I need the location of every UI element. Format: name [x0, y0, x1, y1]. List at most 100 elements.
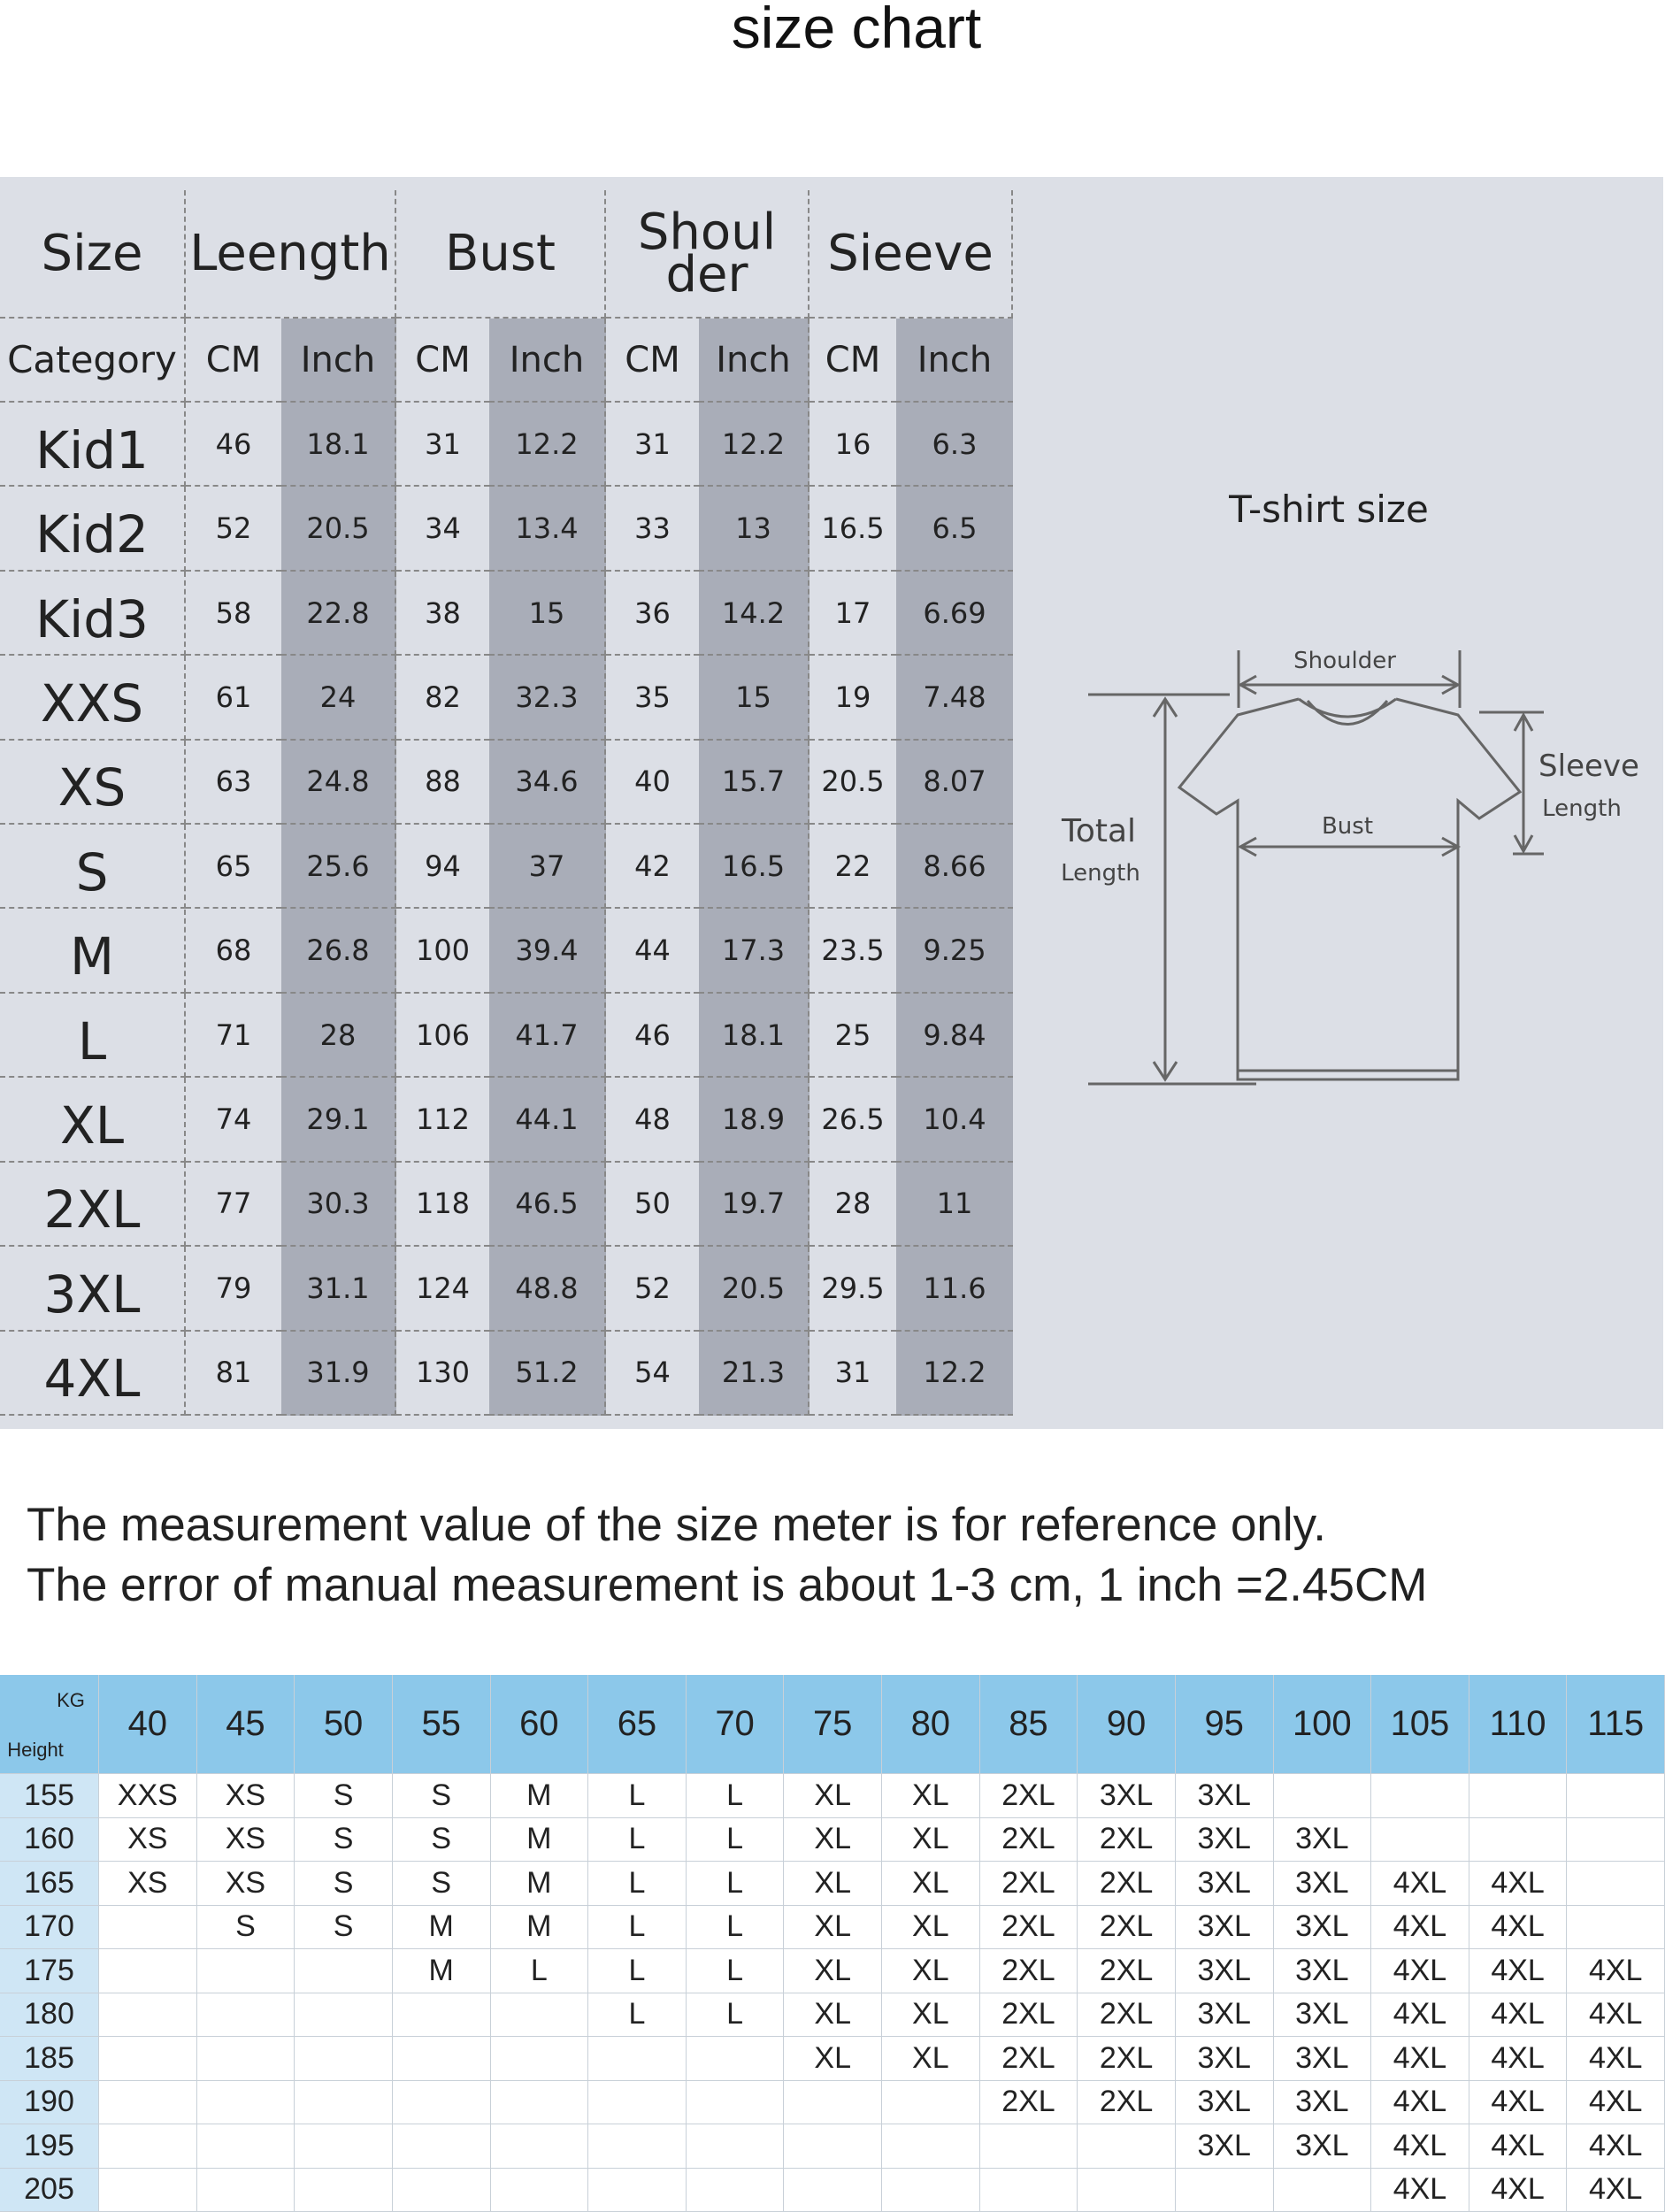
- size-cell: [490, 2080, 589, 2124]
- measure-cell: 74: [186, 1078, 281, 1163]
- size-cell: S: [295, 1862, 393, 1906]
- size-cell: 3XL: [1273, 1949, 1372, 1993]
- size-cell: [882, 2124, 980, 2169]
- height-cell: 195: [0, 2124, 99, 2169]
- size-cell: 2XL: [1078, 2080, 1176, 2124]
- measure-cell: 50: [606, 1163, 699, 1248]
- size-cell: 2XL: [1078, 1862, 1176, 1906]
- measure-cell: 34: [396, 487, 489, 572]
- column-header: Sieeve: [809, 190, 1013, 319]
- measure-cell: 106: [396, 994, 489, 1079]
- measure-cell: 19: [809, 656, 896, 741]
- size-cell: XL: [784, 1774, 882, 1818]
- measure-cell: 25: [809, 994, 896, 1079]
- size-cell: [882, 2080, 980, 2124]
- notes: The measurement value of the size meter …: [27, 1495, 1427, 1616]
- size-cell: [686, 2168, 785, 2212]
- measure-cell: 20.5: [281, 487, 396, 572]
- size-cell: XL: [882, 1862, 980, 1906]
- weight-header: 110: [1469, 1675, 1568, 1774]
- measure-cell: 81: [186, 1332, 281, 1416]
- size-cell: 3XL: [1175, 2080, 1274, 2124]
- measure-cell: 40: [606, 741, 699, 826]
- size-cell: [196, 2037, 295, 2081]
- weight-header: 60: [490, 1675, 589, 1774]
- sub-header: CM: [606, 319, 699, 403]
- size-cell: L: [686, 1993, 785, 2037]
- size-cell: [1469, 1774, 1568, 1818]
- size-cell: 4XL: [1567, 2168, 1665, 2212]
- measure-cell: 82: [396, 656, 489, 741]
- size-cell: [686, 2037, 785, 2081]
- size-cell: 4XL: [1371, 1949, 1469, 1993]
- measure-cell: 130: [396, 1332, 489, 1416]
- measure-cell: 29.5: [809, 1247, 896, 1332]
- size-label: S: [0, 825, 186, 910]
- size-cell: [295, 2037, 393, 2081]
- measure-cell: 41.7: [489, 993, 606, 1079]
- size-cell: [196, 2080, 295, 2124]
- measure-cell: 9.84: [896, 994, 1013, 1079]
- measure-cell: 16: [809, 403, 896, 488]
- size-cell: [295, 2168, 393, 2212]
- size-cell: 4XL: [1469, 2168, 1568, 2212]
- size-cell: XL: [784, 1949, 882, 1993]
- measure-cell: 28: [809, 1163, 896, 1248]
- panel: [0, 177, 1663, 1429]
- size-cell: [1567, 1817, 1665, 1862]
- measure-cell: 118: [396, 1163, 489, 1248]
- measure-cell: 12.2: [489, 403, 606, 488]
- weight-header: 80: [882, 1675, 980, 1774]
- measure-cell: 38: [396, 572, 489, 657]
- size-cell: [196, 1949, 295, 1993]
- size-cell: [196, 2168, 295, 2212]
- size-cell: [99, 2168, 197, 2212]
- measure-cell: 65: [186, 825, 281, 910]
- sub-header: Category: [0, 319, 186, 403]
- measure-cell: 68: [186, 910, 281, 994]
- size-cell: [686, 2080, 785, 2124]
- size-cell: XS: [196, 1774, 295, 1818]
- measure-cell: 36: [606, 572, 699, 657]
- size-cell: [1273, 1774, 1372, 1818]
- measure-cell: 18.9: [699, 1078, 809, 1163]
- size-cell: 2XL: [979, 1862, 1078, 1906]
- measure-cell: 20.5: [699, 1247, 809, 1332]
- measure-cell: 44: [606, 910, 699, 994]
- size-cell: 4XL: [1469, 2037, 1568, 2081]
- size-cell: [588, 2168, 687, 2212]
- size-cell: [1469, 1817, 1568, 1862]
- size-cell: 3XL: [1273, 1817, 1372, 1862]
- size-cell: S: [295, 1817, 393, 1862]
- measure-cell: 25.6: [281, 825, 396, 910]
- weight-header: 50: [295, 1675, 393, 1774]
- size-cell: XL: [882, 1949, 980, 1993]
- measure-cell: 7.48: [896, 656, 1013, 741]
- weight-header: 100: [1273, 1675, 1372, 1774]
- size-cell: [1567, 1774, 1665, 1818]
- inch-column: [281, 319, 396, 1416]
- size-cell: M: [490, 1774, 589, 1818]
- measure-cell: 26.5: [809, 1078, 896, 1163]
- measure-cell: 52: [186, 487, 281, 572]
- weight-header: 115: [1567, 1675, 1665, 1774]
- size-cell: XL: [882, 1993, 980, 2037]
- column-header: Shoul der: [606, 190, 809, 319]
- measure-cell: 24: [281, 656, 396, 741]
- measure-cell: 52: [606, 1247, 699, 1332]
- size-cell: L: [588, 1993, 687, 2037]
- size-cell: 3XL: [1273, 1993, 1372, 2037]
- size-cell: 2XL: [1078, 1949, 1176, 1993]
- measure-cell: 31.9: [281, 1331, 396, 1416]
- size-cell: [392, 2124, 491, 2169]
- size-cell: 2XL: [1078, 2037, 1176, 2081]
- size-cell: L: [588, 1817, 687, 1862]
- size-cell: 2XL: [1078, 1817, 1176, 1862]
- measure-cell: 46: [186, 403, 281, 488]
- measure-cell: 30.3: [281, 1162, 396, 1248]
- measure-cell: 23.5: [809, 910, 896, 994]
- size-cell: [1371, 1774, 1469, 1818]
- measure-cell: 13.4: [489, 487, 606, 572]
- size-cell: L: [686, 1817, 785, 1862]
- measure-cell: 6.69: [896, 572, 1013, 657]
